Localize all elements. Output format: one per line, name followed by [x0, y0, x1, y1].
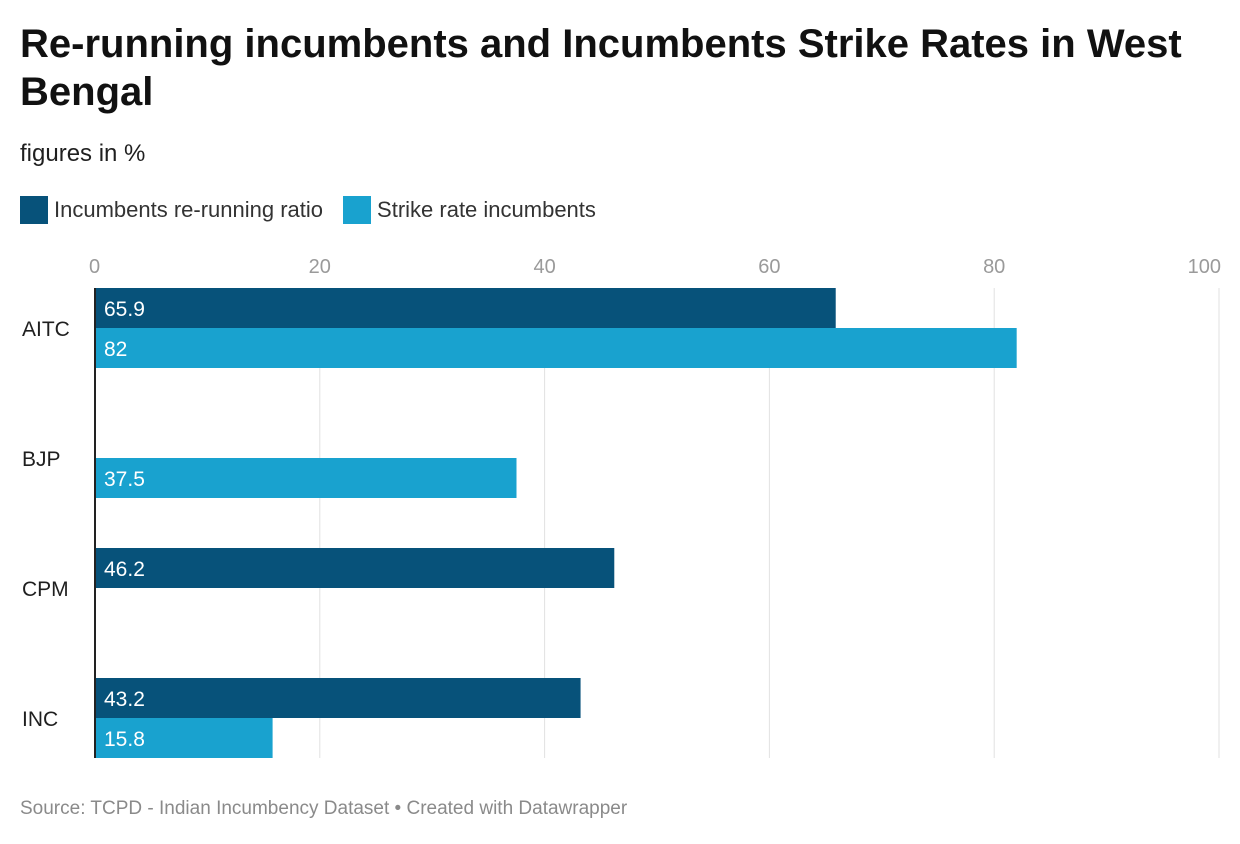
bar-inc-strike-rate [95, 718, 273, 758]
legend-swatch-rerunning [20, 196, 48, 224]
bar-value-label-inc-strike-rate: 15.8 [104, 728, 145, 751]
category-label-bjp: BJP [22, 448, 61, 471]
bar-value-label-bjp-strike-rate: 37.5 [104, 468, 145, 491]
category-label-cpm: CPM [22, 578, 69, 601]
x-tick-label-80: 80 [983, 256, 1005, 278]
bar-value-label-aitc-rerunning: 65.9 [104, 298, 145, 321]
legend-swatch-strike-rate [343, 196, 372, 224]
bar-aitc-strike-rate [95, 328, 1017, 368]
category-label-inc: INC [22, 708, 58, 731]
legend: Incumbents re-running ratio Strike rate … [20, 196, 616, 224]
x-tick-label-40: 40 [533, 256, 555, 278]
bar-bjp-strike-rate [95, 458, 517, 498]
x-tick-label-0: 0 [89, 256, 100, 278]
x-tick-label-60: 60 [758, 256, 780, 278]
legend-item-strike-rate: Strike rate incumbents [343, 196, 596, 224]
category-label-aitc: AITC [22, 318, 70, 341]
x-tick-label-100: 100 [1188, 256, 1221, 278]
chart-subtitle: figures in % [20, 140, 146, 167]
bar-chart: 0 20 40 60 80 100 AITC 65.9 82 BJP 37.5 CPM 46.2 INC 4… [22, 256, 1221, 758]
bar-value-label-inc-rerunning: 43.2 [104, 688, 145, 711]
source-note: Source: TCPD - Indian Incumbency Dataset… [20, 798, 628, 819]
bar-value-label-aitc-strike-rate: 82 [104, 338, 127, 361]
chart-title: Re-running incumbents and Incumbents Str… [20, 22, 1182, 114]
legend-label-rerunning: Incumbents re-running ratio [54, 197, 324, 222]
legend-item-rerunning: Incumbents re-running ratio [20, 196, 323, 224]
bar-inc-rerunning [95, 678, 581, 718]
legend-label-strike-rate: Strike rate incumbents [377, 197, 596, 222]
bar-aitc-rerunning [95, 288, 836, 328]
bar-cpm-rerunning [95, 548, 615, 588]
bar-value-label-cpm-rerunning: 46.2 [104, 558, 145, 581]
x-tick-label-20: 20 [309, 256, 331, 278]
